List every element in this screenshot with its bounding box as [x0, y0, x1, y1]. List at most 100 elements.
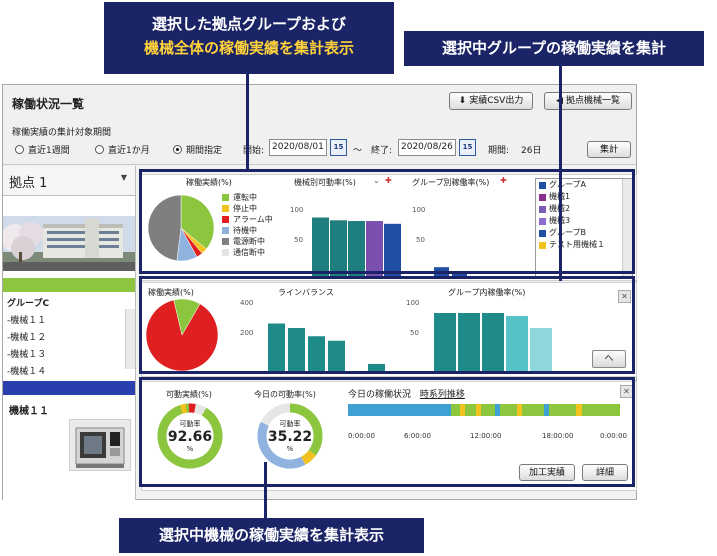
legend-item: アラーム中 [222, 214, 273, 225]
chart-bar [482, 313, 504, 373]
chart-bar [506, 316, 528, 373]
chart-bar [330, 220, 347, 277]
group-list: グループC -機械１１ -機械１２ -機械１３ -機械１４ [3, 296, 135, 380]
list-item[interactable]: グループB [536, 227, 632, 239]
processing-results-button[interactable]: 加工実績 [519, 464, 575, 481]
chart-bar [434, 313, 456, 373]
chart-bar [384, 223, 401, 277]
radio-label: 直近1か月 [108, 146, 150, 156]
list-item-label: テスト用機械１ [549, 240, 605, 249]
radio-dot [95, 145, 104, 154]
group-pie-title: 稼働実績(%) [148, 288, 194, 297]
today-rate-donut [257, 403, 323, 469]
pie-slice [147, 194, 182, 262]
timeline-segment [475, 404, 482, 416]
today-rate-value: 35.22 [267, 429, 313, 445]
timeline-title-main: 今日の稼働状況 [348, 390, 412, 400]
selected-machine-name: 機械１１ [9, 406, 49, 417]
actual-rate-title: 可動実績(%) [166, 390, 212, 399]
axis-tick: 400 [240, 299, 254, 307]
chart-bar [434, 267, 449, 277]
base-select[interactable]: 拠点 1 ▼ [3, 166, 135, 196]
calendar-icon[interactable]: 15 [330, 139, 347, 156]
close-icon[interactable]: ✕ [620, 385, 633, 398]
list-item-label: グループA [549, 180, 586, 189]
group-panel: 稼働実績(%) ラインバランス 400 200 グループ内稼働率(%) 100 … [141, 282, 637, 377]
group-rate-title: グループ別稼働率(%) [412, 178, 490, 187]
callout-overall-line1: 選択した拠点グループおよび [151, 15, 347, 33]
machine-rate-title: 機械別可動率(%) [294, 178, 356, 187]
legend-swatch [539, 241, 546, 249]
series-list-scrollbar[interactable] [622, 179, 632, 277]
legend-label: 通信断中 [233, 248, 265, 257]
chevron-down-icon[interactable]: ⌄ [373, 176, 380, 185]
callout-group-leader [559, 66, 562, 281]
detail-button[interactable]: 詳細 [582, 464, 628, 481]
machine-rate-bar-chart [306, 217, 416, 278]
start-date-input[interactable]: 2020/08/01 [269, 139, 327, 156]
pin-icon[interactable]: ✚ [500, 176, 507, 185]
pie-slice [173, 298, 201, 336]
list-item-label: グループB [549, 228, 587, 237]
chart-bar [368, 364, 385, 373]
legend-item: 電源断中 [222, 236, 273, 247]
legend-swatch [222, 227, 229, 234]
base-machine-list-button[interactable]: ◀拠点機械一覧 [544, 92, 632, 110]
timeline-segment [516, 404, 523, 416]
radio-last-month[interactable]: 直近1か月 [95, 143, 150, 156]
list-item[interactable]: テスト用機械１ [536, 239, 632, 251]
machine-highlight-bar [3, 381, 135, 395]
radio-dot [15, 145, 24, 154]
timeline-segment [581, 404, 620, 416]
collapse-up-button[interactable]: へ [592, 350, 626, 368]
start-label: 開始: [243, 146, 265, 156]
group-inner-rate-bar-chart [424, 313, 564, 374]
csv-export-button[interactable]: ⬇ 実績CSV出力 [449, 92, 533, 110]
pin-icon[interactable]: ✚ [385, 176, 392, 185]
timeline-title: 今日の稼働状況 時系列推移 [348, 387, 465, 400]
legend-swatch [539, 193, 546, 201]
group-list-scrollbar[interactable] [125, 309, 135, 369]
group-rate-bar-chart [428, 267, 528, 278]
time-tick: 0:00:00 [348, 432, 375, 440]
list-item[interactable]: 機械3 [536, 215, 632, 227]
timeline-segment [348, 404, 452, 416]
today-rate-readout: 可動率 35.22 % [264, 419, 316, 453]
legend-label: 運転中 [233, 193, 257, 202]
chart-bar [530, 328, 552, 373]
period-label: 稼働実績の集計対象期間 [12, 128, 112, 138]
overall-pie-legend: 運転中 停止中 アラーム中 待機中 電源断中 通信断中 [222, 192, 273, 258]
series-list: グループA 機械1 機械2 機械3 グループB テスト用機械１ [535, 178, 633, 278]
list-item-group[interactable]: グループC [7, 299, 50, 309]
radio-dot-selected [173, 145, 182, 154]
actual-rate-readout: 可動率 92.66 % [164, 419, 216, 453]
pie-slice [180, 194, 215, 250]
base-machine-list-label: 拠点機械一覧 [565, 96, 620, 106]
end-date-input[interactable]: 2020/08/26 [398, 139, 456, 156]
list-item[interactable]: -機械１２ [7, 333, 47, 343]
list-item[interactable]: -機械１４ [7, 367, 47, 377]
axis-tick: 100 [406, 299, 420, 307]
list-item[interactable]: グループA [536, 179, 632, 191]
chart-bar [328, 340, 345, 373]
group-pie-chart [145, 298, 219, 372]
time-tick: 18:00:00 [542, 432, 574, 440]
list-item[interactable]: -機械１３ [7, 350, 47, 360]
axis-tick: 50 [294, 236, 303, 244]
timeline-segment [500, 404, 517, 416]
aggregate-button[interactable]: 集計 [587, 141, 631, 158]
chart-bar [308, 336, 325, 373]
calendar-icon[interactable]: 15 [459, 139, 476, 156]
legend-swatch [222, 249, 229, 256]
chart-bar [348, 221, 365, 277]
close-icon[interactable]: ✕ [618, 290, 631, 303]
today-rate-unit: % [286, 445, 294, 453]
list-item[interactable]: -機械１１ [7, 316, 47, 326]
radio-custom-period[interactable]: 期間指定 [173, 143, 222, 156]
list-item[interactable]: 機械1 [536, 191, 632, 203]
legend-item: 通信断中 [222, 247, 273, 258]
actual-rate-value: 92.66 [167, 429, 213, 445]
chart-bar [312, 217, 329, 277]
list-item[interactable]: 機械2 [536, 203, 632, 215]
radio-last-week[interactable]: 直近1週間 [15, 143, 70, 156]
